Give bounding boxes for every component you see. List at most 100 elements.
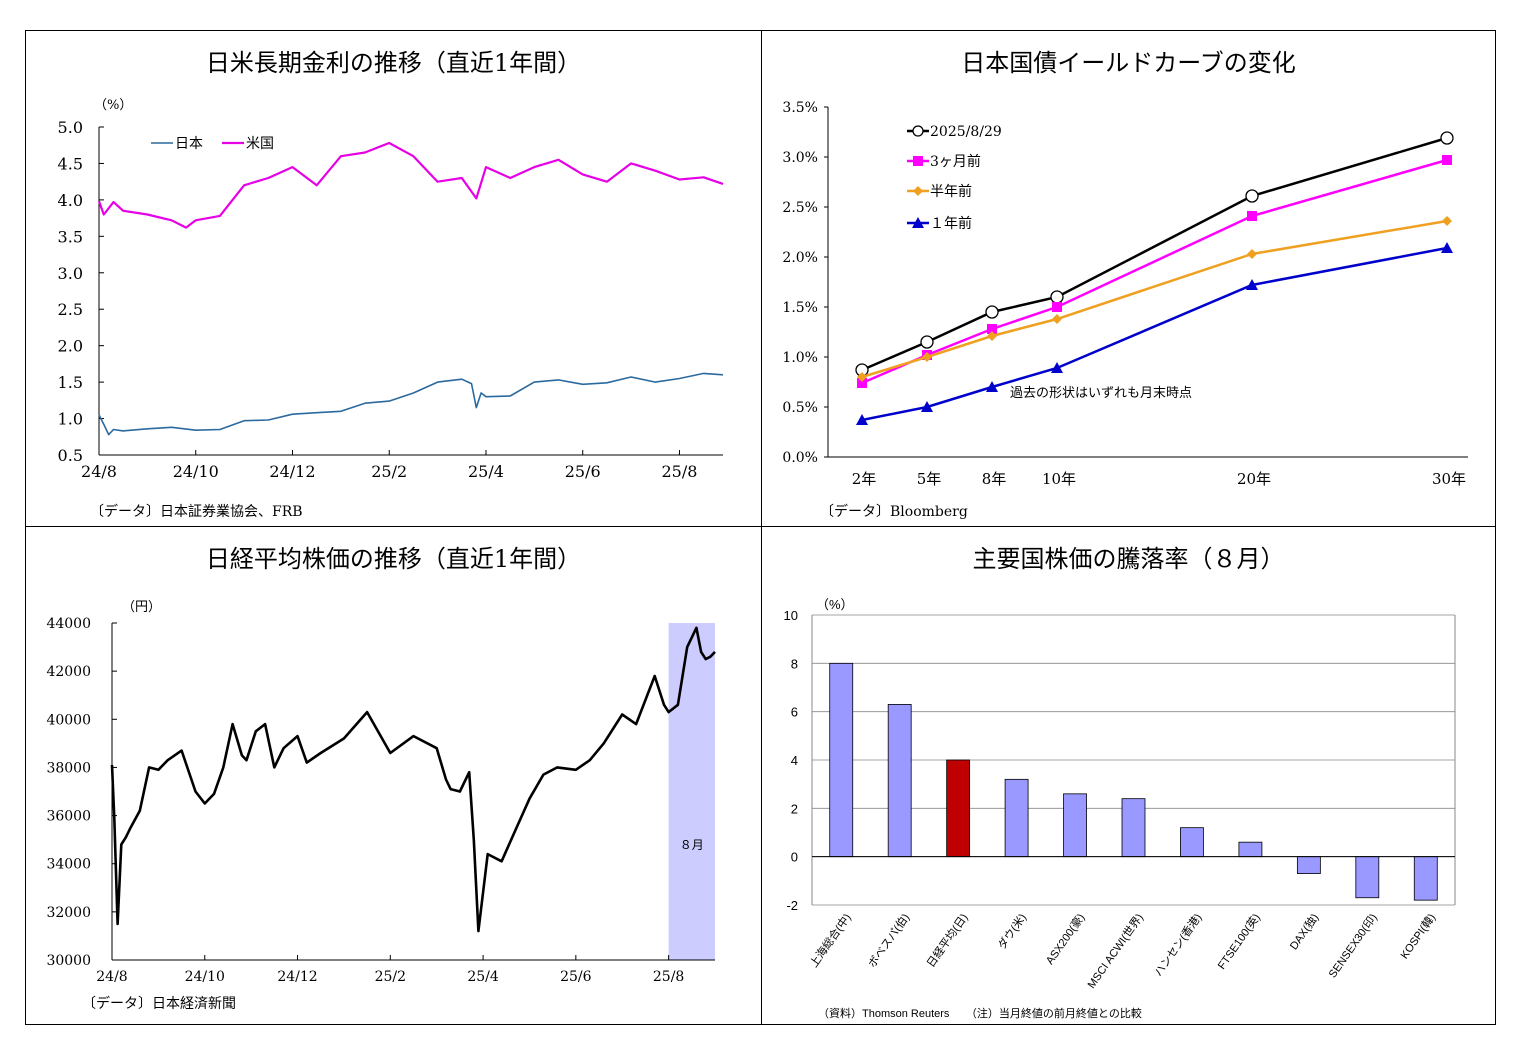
data-point-3m <box>987 324 997 334</box>
bar <box>1004 778 1029 858</box>
y-tick-label: 2.5% <box>782 200 818 216</box>
data-source: 〔データ〕日本経済新聞 <box>82 996 236 1012</box>
data-point-6m <box>922 352 932 362</box>
panel-title: 日米長期金利の推移（直近1年間） <box>205 49 582 77</box>
bar <box>887 704 912 858</box>
series-line-us <box>97 141 724 229</box>
bar <box>1238 841 1263 858</box>
y-tick-label: 36000 <box>46 809 91 825</box>
series-line-nikkei <box>110 626 716 933</box>
panel-title: 主要国株価の騰落率（８月） <box>972 545 1285 573</box>
x-category-label: KOSPI(韓) <box>1398 911 1438 961</box>
bar <box>1063 793 1087 858</box>
bar <box>1180 827 1204 858</box>
data-point-1y <box>1441 242 1453 253</box>
x-tick-label: 8年 <box>982 470 1007 488</box>
data-point-1y <box>1051 362 1063 373</box>
legend-label-us: 米国 <box>246 136 274 152</box>
nikkei-chart: ８月 （円） 30000 32000 34000 36000 38000 40000 42000… <box>46 600 716 985</box>
y-tick-label: 42000 <box>46 664 91 680</box>
x-tick-label: 30年 <box>1432 470 1466 488</box>
series-line-japan <box>98 372 724 436</box>
data-point-2025 <box>1440 131 1454 145</box>
y-tick-label: 1.0 <box>58 410 83 429</box>
y-tick-label: 3.0 <box>58 264 83 283</box>
data-source: 〔データ〕日本証券業協会、FRB <box>90 504 303 520</box>
data-point-3m <box>857 378 867 388</box>
series-line-1y <box>861 246 1448 422</box>
x-tick-label: 25/8 <box>653 969 684 985</box>
legend-marker-3m <box>913 156 923 166</box>
data-point-3m <box>1442 155 1452 165</box>
x-tick-label: 25/4 <box>468 462 504 481</box>
x-tick-label: 24/10 <box>173 462 219 481</box>
x-tick-label: 25/2 <box>375 969 406 985</box>
data-point-3m <box>1052 302 1062 312</box>
y-tick-label: 3.5% <box>782 100 818 116</box>
nikkei-panel: 日経平均株価の推移（直近1年間） ８月 （円） 30000 32000 34000 360… <box>25 526 762 1025</box>
y-tick-label: 8 <box>791 656 798 671</box>
bar <box>1355 856 1380 899</box>
y-tick-label: 40000 <box>46 712 91 728</box>
x-category-label: SENSEX30(印) <box>1326 911 1380 980</box>
x-category-label: ボベスパ(伯) <box>865 911 912 970</box>
data-point-2025 <box>1245 189 1259 203</box>
jp-us-yield-chart: （%） 0.5 1.0 1.5 2.0 2.5 3.0 3.5 4.0 4.5 5.0 24/8 24/… <box>58 98 724 481</box>
bar <box>1121 798 1146 858</box>
x-tick-label: 25/2 <box>371 462 407 481</box>
y-tick-label: 5.0 <box>58 118 83 137</box>
legend-marker-6m <box>913 186 923 196</box>
data-point-2025 <box>920 335 934 349</box>
x-tick-label: 5年 <box>917 470 942 488</box>
data-point-2025 <box>985 305 999 319</box>
data-point-6m <box>1442 216 1452 226</box>
y-tick-label: 38000 <box>46 760 91 776</box>
y-tick-label: 6 <box>791 705 798 720</box>
x-tick-label: 10年 <box>1042 470 1076 488</box>
y-tick-label: 32000 <box>46 905 91 921</box>
x-tick-label: 24/8 <box>81 462 117 481</box>
y-tick-label: 1.0% <box>782 350 818 366</box>
y-tick-label: 3.5 <box>58 227 83 246</box>
data-point-1y <box>856 414 868 425</box>
bar <box>1413 856 1438 901</box>
legend-marker-1y <box>912 217 924 228</box>
x-tick-label: 20年 <box>1237 470 1271 488</box>
yield-curve-chart: 0.0% 0.5% 1.0% 1.5% 2.0% 2.5% 3.0% 3.5% 2年 5年 8年 10… <box>782 100 1468 488</box>
data-point-6m <box>1052 314 1062 324</box>
y-tick-label: 10 <box>784 608 798 623</box>
x-tick-label: 25/6 <box>560 969 592 985</box>
data-source: 〔データ〕Bloomberg <box>820 504 968 520</box>
y-unit-label: （%） <box>816 597 854 612</box>
y-tick-label: 4.0 <box>58 191 83 210</box>
y-tick-label: 0.5 <box>58 446 83 465</box>
data-point-1y <box>1246 279 1258 290</box>
y-unit-label: （%） <box>94 98 132 113</box>
data-point-2025 <box>1050 290 1064 304</box>
y-tick-label: 2.5 <box>58 300 83 319</box>
x-category-label: ASX200(豪) <box>1042 911 1087 967</box>
x-tick-label: 25/6 <box>565 462 601 481</box>
x-tick-label: 24/10 <box>185 969 225 985</box>
data-point-6m <box>1247 249 1257 259</box>
y-tick-label: 0.5% <box>782 400 818 416</box>
world-stocks-panel: 主要国株価の騰落率（８月） （%） -2 0 2 4 6 8 10 上海総合(中) ボベスパ(伯)… <box>761 526 1496 1025</box>
chart-note: 過去の形状はいずれも月末時点 <box>1010 386 1192 401</box>
bar <box>946 759 971 858</box>
series-line-6m <box>861 219 1448 379</box>
y-tick-label: 30000 <box>46 953 91 969</box>
jp-us-yield-panel: 日米長期金利の推移（直近1年間） （%） 0.5 1.0 1.5 2.0 2.5 3.0 3.… <box>25 30 762 527</box>
shade-label: ８月 <box>680 838 704 852</box>
x-category-label: DAX(独) <box>1287 911 1321 952</box>
x-category-label: ハンセン(香港) <box>1152 911 1205 979</box>
yield-curve-panel: 日本国債イールドカーブの変化 0.0% 0.5% 1.0% 1.5% 2.0% 2.5% 3… <box>761 30 1496 527</box>
y-tick-label: 2.0% <box>782 250 818 266</box>
x-category-label: 上海総合(中) <box>806 911 853 970</box>
y-tick-label: 1.5 <box>58 373 83 392</box>
x-tick-label: 25/4 <box>467 969 499 985</box>
world-stocks-chart: （%） -2 0 2 4 6 8 10 上海総合(中) ボベスパ(伯) 日経平均(日) ダウ(米) AS… <box>784 597 1456 991</box>
legend-label-japan: 日本 <box>175 136 203 152</box>
data-point-3m <box>1247 211 1257 221</box>
data-point-6m <box>987 331 997 341</box>
legend-label-1y: １年前 <box>930 215 972 232</box>
